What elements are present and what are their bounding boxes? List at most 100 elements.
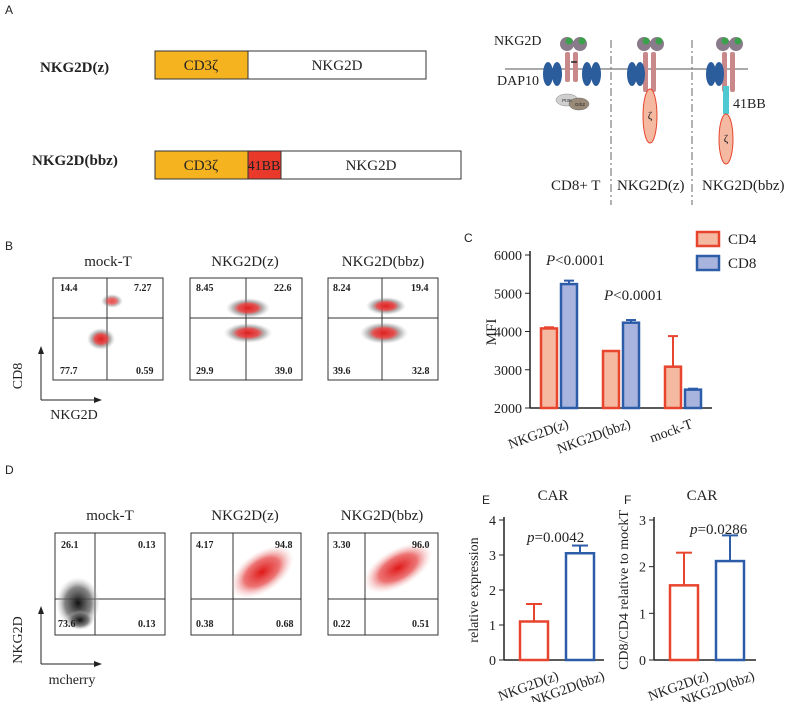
y-tick-label: 3	[489, 549, 496, 564]
bar	[566, 553, 594, 660]
quadrant-ul: 26.1	[61, 540, 79, 551]
quadrant-ul: 4.17	[196, 540, 214, 551]
flow-title: NKG2D(bbz)	[341, 508, 423, 524]
construct-bbz-41bb-label: 41BB	[248, 159, 281, 174]
quadrant-ul: 14.4	[60, 283, 78, 294]
panel-label-c: C	[464, 231, 473, 245]
legend-swatch-cd8	[697, 256, 719, 270]
y-tick-label: 2	[639, 561, 646, 576]
y-tick-label: 2000	[494, 402, 522, 417]
y-tick-label: 6000	[494, 249, 522, 264]
y-tick-label: 2	[489, 584, 496, 599]
car-bbz-zeta-label: ζ	[724, 133, 729, 145]
y-axis-label: CD8/CD4 relative to mockT	[617, 510, 632, 670]
bar-cd4	[665, 367, 681, 408]
y-axis-label: relative expression	[467, 537, 482, 642]
car-z-zeta-label: ζ	[648, 110, 653, 122]
bar	[716, 561, 744, 660]
flow-population	[224, 323, 272, 343]
bar-cd4	[603, 351, 619, 408]
construct-bbz-name: NKG2D(bbz)	[32, 153, 118, 169]
flow-title: mock-T	[84, 254, 131, 270]
construct-bbz-cd3z-label: CD3ζ	[184, 158, 219, 174]
flow-population	[360, 322, 408, 344]
legend-label-cd8: CD8	[728, 256, 756, 272]
construct-z-cd3z-label: CD3ζ	[184, 58, 219, 74]
quadrant-ll: 39.6	[333, 366, 351, 377]
quadrant-ul: 8.45	[196, 283, 214, 294]
p-value-annotation: P<0.0001	[603, 288, 663, 304]
quadrant-ur: 22.6	[274, 283, 292, 294]
quadrant-lr: 0.59	[136, 366, 154, 377]
y-tick-label: 1	[639, 607, 646, 622]
construct-diagram: NKG2D(z) CD3ζ NKG2D NKG2D(bbz) CD3ζ 41BB…	[32, 51, 461, 179]
native-receptor-complex: PI3K Grb2	[543, 37, 601, 110]
bar-cd8	[561, 284, 577, 408]
p-value-annotation: p=0.0286	[689, 522, 748, 538]
flow-population	[101, 294, 123, 308]
pi3k-label: PI3K	[562, 98, 572, 103]
flow-panel-b: mock-T 14.4 7.27 77.7 0.59 NKG2D(z) 8.45…	[11, 254, 438, 423]
bar	[520, 622, 548, 661]
flow-d-ylabel: NKG2D	[11, 616, 26, 663]
chart-title: CAR	[538, 488, 569, 504]
flow-title: NKG2D(z)	[211, 508, 278, 524]
quadrant-ll: 0.22	[333, 619, 351, 630]
y-axis-label: MFI	[484, 319, 500, 346]
y-tick-label: 0	[489, 654, 496, 669]
quadrant-ul: 3.30	[333, 540, 351, 551]
schematic-41bb-label: 41BB	[733, 97, 766, 112]
car-z-receptor: ζ	[627, 37, 664, 143]
legend-label-cd4: CD4	[728, 232, 757, 248]
p-value-annotation: P<0.0001	[545, 253, 605, 269]
flow-plot-d-bbz: NKG2D(bbz) 3.30 96.0 0.22 0.51	[328, 508, 440, 635]
quadrant-lr: 0.13	[138, 619, 156, 630]
bar-cd8	[623, 323, 639, 408]
quadrant-ur: 19.4	[411, 283, 429, 294]
construct-z-nkg2d-label: NKG2D	[312, 58, 363, 74]
flow-title: NKG2D(bbz)	[342, 254, 424, 270]
flow-plot-b-mock: mock-T 14.4 7.27 77.7 0.59	[53, 254, 163, 380]
grb2-label: Grb2	[575, 102, 586, 107]
y-tick-label: 5000	[494, 287, 522, 302]
panel-label-a: A	[5, 3, 13, 17]
construct-bbz-nkg2d-label: NKG2D	[346, 158, 397, 174]
quadrant-ul: 8.24	[333, 283, 351, 294]
y-tick-label: 4	[489, 514, 496, 529]
y-tick-label: 0	[639, 654, 646, 669]
quadrant-ll: 29.9	[196, 366, 214, 377]
figure: A B C D E F NKG2D(z) CD3ζ NKG2D NKG2D(bb…	[0, 0, 790, 702]
mfi-bar-chart: 20003000400050006000MFINKG2D(z)NKG2D(bbz…	[484, 232, 757, 457]
y-tick-label: 3	[639, 514, 646, 529]
schematic-col-bbz: NKG2D(bbz)	[702, 178, 784, 194]
quadrant-lr: 0.51	[412, 619, 430, 630]
quadrant-ll: 77.7	[60, 366, 78, 377]
p-value-annotation: p=0.0042	[526, 530, 584, 546]
quadrant-ur: 94.8	[275, 540, 293, 551]
y-tick-label: 1	[489, 619, 496, 634]
flow-plot-d-mock: mock-T 26.1 0.13 73.6 0.13	[55, 508, 165, 635]
construct-z-name: NKG2D(z)	[40, 60, 109, 76]
quadrant-ll: 73.6	[58, 619, 76, 630]
quadrant-ll: 0.38	[196, 619, 214, 630]
flow-population	[87, 328, 115, 350]
schematic-col-z: NKG2D(z)	[617, 178, 684, 194]
flow-population	[366, 297, 406, 315]
panel-label-d: D	[5, 463, 14, 477]
schematic-nkg2d-label: NKG2D	[494, 34, 541, 49]
quadrant-ur: 0.13	[138, 540, 156, 551]
flow-b-xlabel: NKG2D	[50, 408, 97, 423]
chart-title: CAR	[687, 488, 718, 504]
bar	[670, 585, 698, 660]
flow-panel-d: mock-T 26.1 0.13 73.6 0.13 NKG2D(z) 4.17…	[11, 508, 440, 688]
quadrant-lr: 39.0	[275, 366, 293, 377]
flow-title: NKG2D(z)	[211, 254, 278, 270]
flow-plot-b-z: NKG2D(z) 8.45 22.6 29.9 39.0	[190, 254, 302, 380]
y-tick-label: 3000	[494, 364, 522, 379]
panel-label-b: B	[5, 239, 13, 253]
car-bbz-41bb-domain	[723, 86, 729, 114]
quadrant-ur: 7.27	[134, 283, 152, 294]
bar-cd4	[541, 328, 557, 408]
schematic-dap10-label: DAP10	[497, 74, 539, 89]
